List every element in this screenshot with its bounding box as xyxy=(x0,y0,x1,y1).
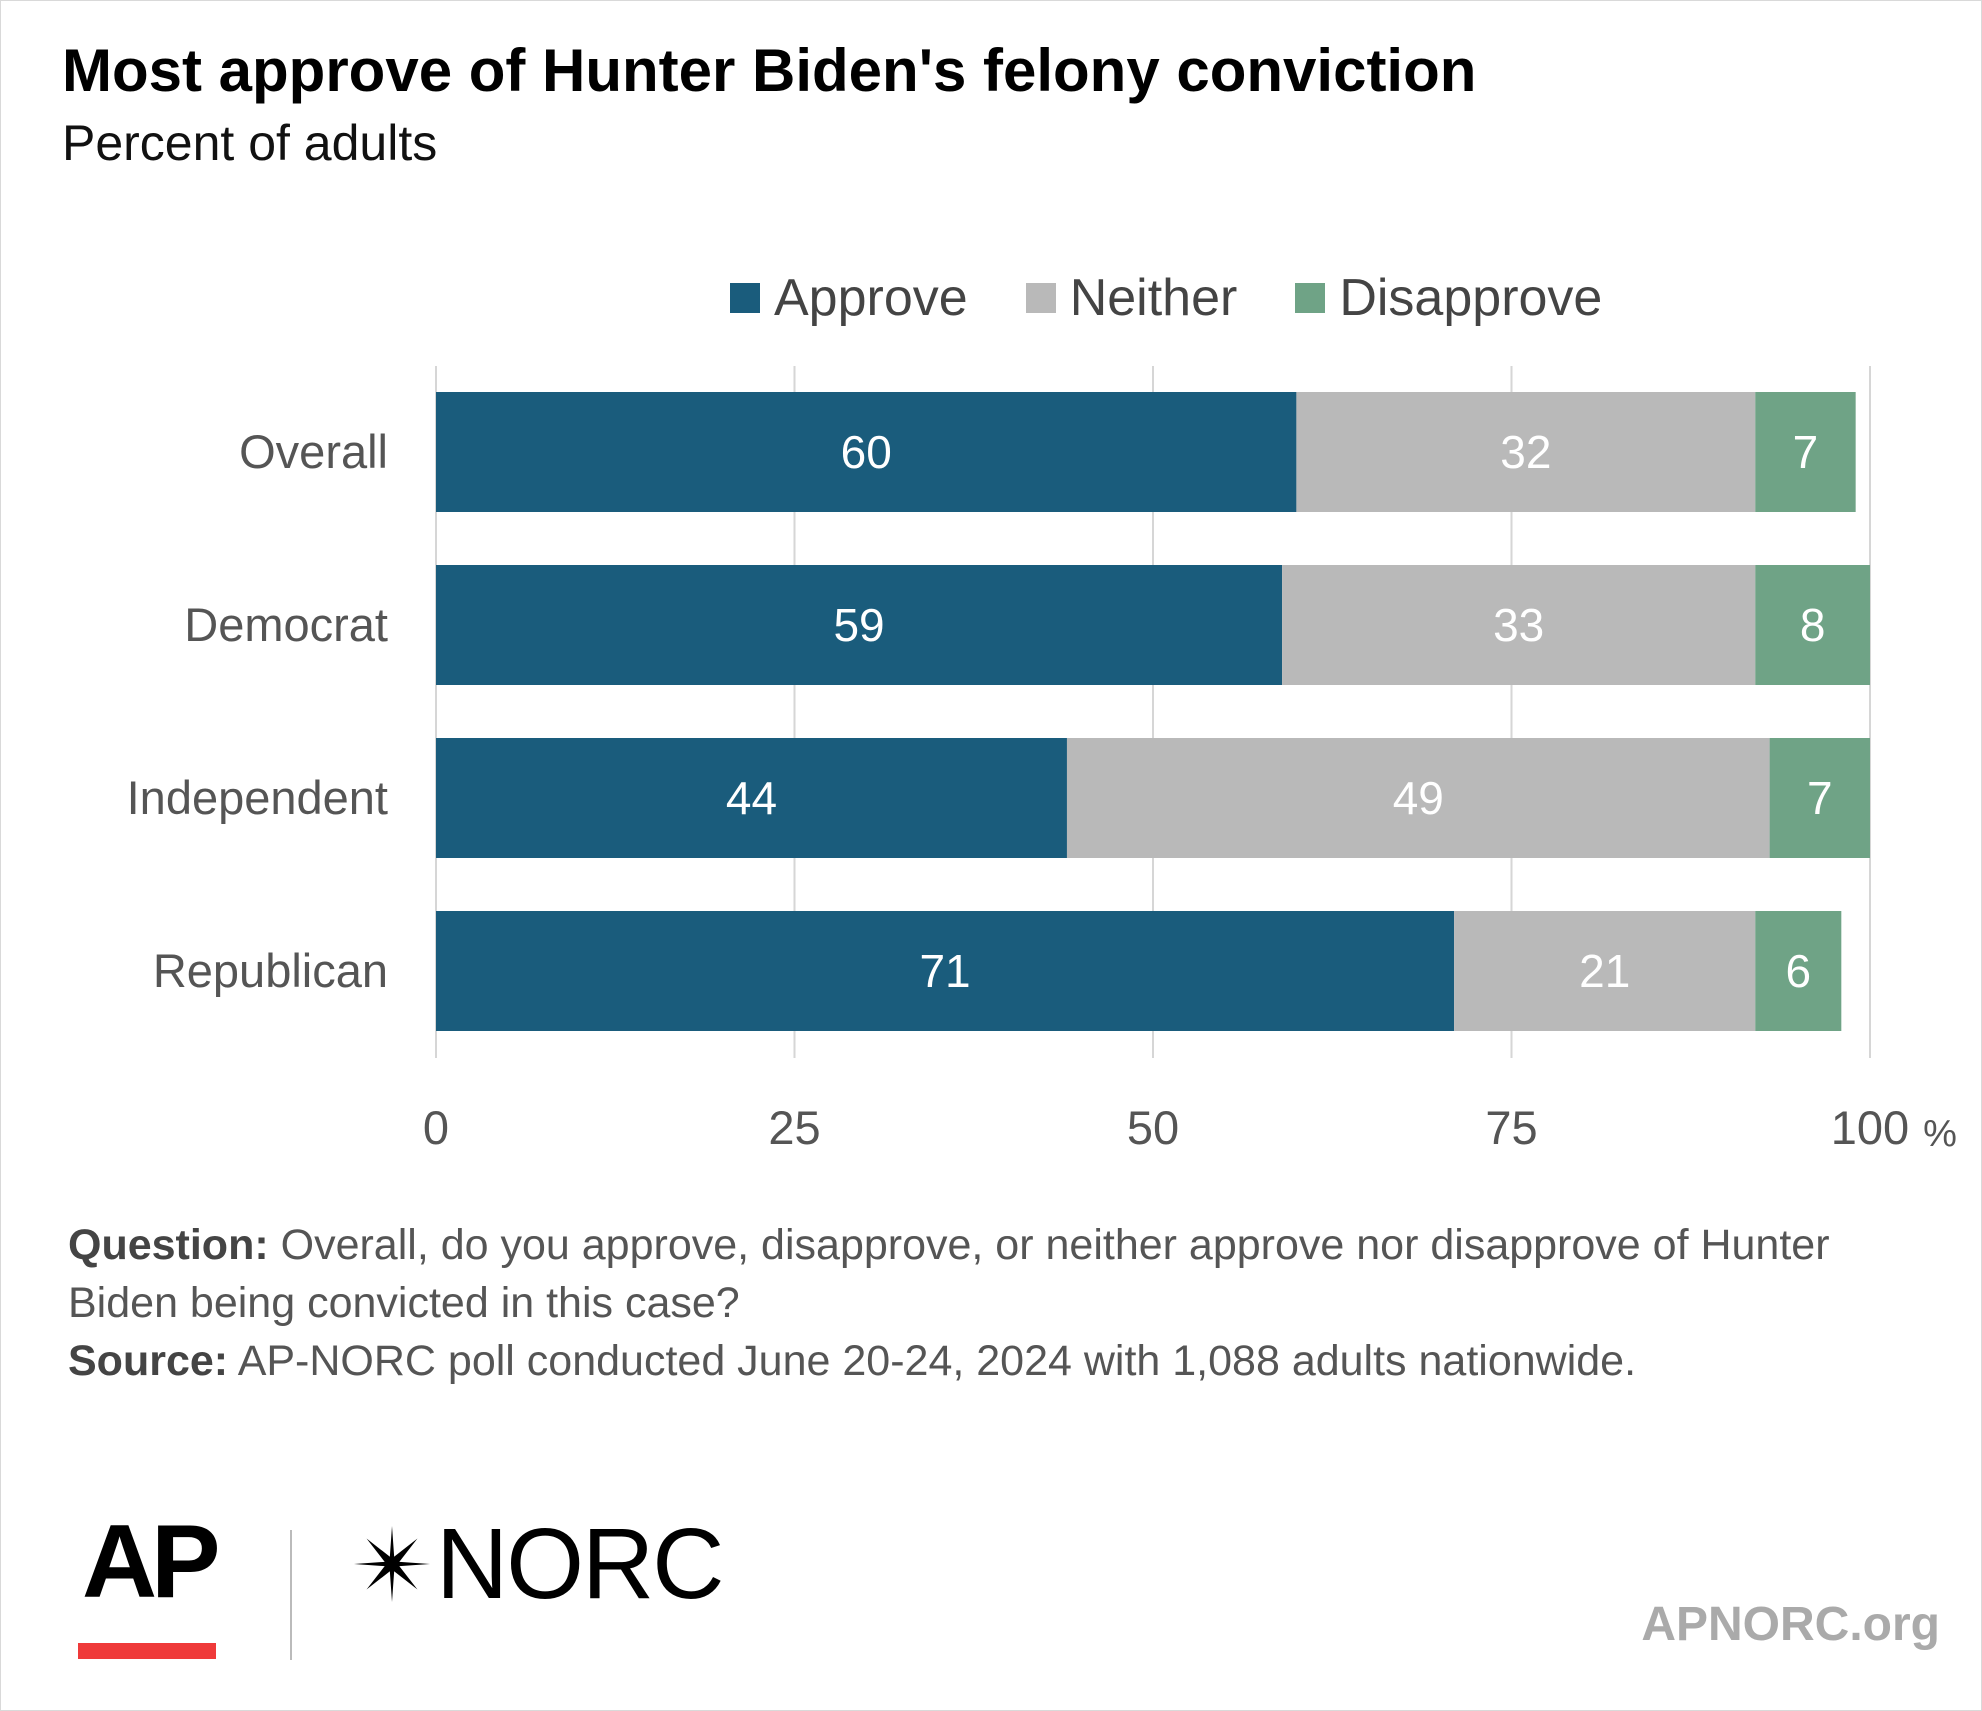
x-tick-label-50: 50 xyxy=(1127,1101,1179,1154)
bar-republican-approve xyxy=(436,911,1455,1031)
category-label-overall: Overall xyxy=(239,425,388,478)
legend-swatch-disapprove xyxy=(1295,283,1326,313)
bar-independent-disapprove xyxy=(1769,738,1870,858)
bar-democrat-neither xyxy=(1282,565,1756,685)
legend-swatch-approve xyxy=(730,283,760,313)
value-label-democrat-neither: 33 xyxy=(1493,599,1544,651)
x-tick-label-0: 0 xyxy=(423,1101,449,1154)
ap-logo-underline xyxy=(78,1643,216,1659)
legend-label-approve: Approve xyxy=(774,269,968,327)
norc-star-icon xyxy=(354,1526,430,1602)
legend-swatch-neither xyxy=(1025,283,1056,313)
source-label: Source: xyxy=(68,1337,229,1385)
bar-overall-neither xyxy=(1296,392,1756,512)
stacked-bar-chart: 0 25 50 75 100 % Overall 60 32 7 Democrat 59 33 8 Inde… xyxy=(127,366,1957,1155)
x-tick-label-75: 75 xyxy=(1485,1101,1537,1154)
value-label-republican-disapprove: 6 xyxy=(1786,945,1812,997)
value-label-overall-neither: 32 xyxy=(1500,426,1551,478)
question-label: Question: xyxy=(68,1221,269,1269)
bar-overall-disapprove xyxy=(1755,392,1856,512)
chart-title: Most approve of Hunter Biden's felony co… xyxy=(62,37,1477,104)
source-text: AP-NORC poll conducted June 20-24, 2024 … xyxy=(237,1337,1637,1385)
bar-independent-neither xyxy=(1066,738,1770,858)
ap-logo: AP xyxy=(82,1504,221,1620)
norc-logo-text: NORC xyxy=(436,1508,724,1620)
value-label-independent-approve: 44 xyxy=(726,772,777,824)
chart-subtitle: Percent of adults xyxy=(62,115,438,171)
bar-independent-approve xyxy=(436,738,1067,858)
value-label-overall-disapprove: 7 xyxy=(1793,426,1819,478)
category-label-republican: Republican xyxy=(153,944,388,997)
value-label-republican-approve: 71 xyxy=(919,945,970,997)
footnote: Question: Overall, do you approve, disap… xyxy=(68,1216,1898,1390)
value-label-independent-disapprove: 7 xyxy=(1807,772,1833,824)
x-tick-label-100: 100 xyxy=(1831,1101,1909,1154)
bar-republican-disapprove xyxy=(1755,911,1842,1031)
x-tick-label-25: 25 xyxy=(768,1101,820,1154)
legend: Approve Neither Disapprove xyxy=(730,268,1660,328)
legend-item-approve: Approve xyxy=(730,268,968,328)
value-label-overall-approve: 60 xyxy=(841,426,892,478)
source-note: Source: AP-NORC poll conducted June 20-2… xyxy=(68,1332,1898,1390)
logo-divider xyxy=(290,1530,292,1660)
norc-logo: NORC xyxy=(352,1508,724,1620)
bar-republican-neither xyxy=(1454,911,1756,1031)
bar-democrat-disapprove xyxy=(1755,565,1870,685)
value-label-democrat-disapprove: 8 xyxy=(1800,599,1826,651)
category-label-independent: Independent xyxy=(127,771,388,824)
value-label-independent-neither: 49 xyxy=(1393,772,1444,824)
website-url: APNORC.org xyxy=(1641,1598,1940,1651)
bar-democrat-approve xyxy=(436,565,1283,685)
legend-item-disapprove: Disapprove xyxy=(1295,268,1602,328)
x-axis-unit-label: % xyxy=(1923,1113,1957,1155)
question-note: Question: Overall, do you approve, disap… xyxy=(68,1216,1898,1332)
bar-overall-approve xyxy=(436,392,1297,512)
legend-label-neither: Neither xyxy=(1069,269,1238,327)
value-label-republican-neither: 21 xyxy=(1579,945,1630,997)
legend-label-disapprove: Disapprove xyxy=(1339,269,1603,327)
question-text: Overall, do you approve, disapprove, or … xyxy=(68,1221,1830,1327)
category-label-democrat: Democrat xyxy=(184,598,388,651)
value-label-democrat-approve: 59 xyxy=(833,599,884,651)
legend-item-neither: Neither xyxy=(1025,268,1238,328)
